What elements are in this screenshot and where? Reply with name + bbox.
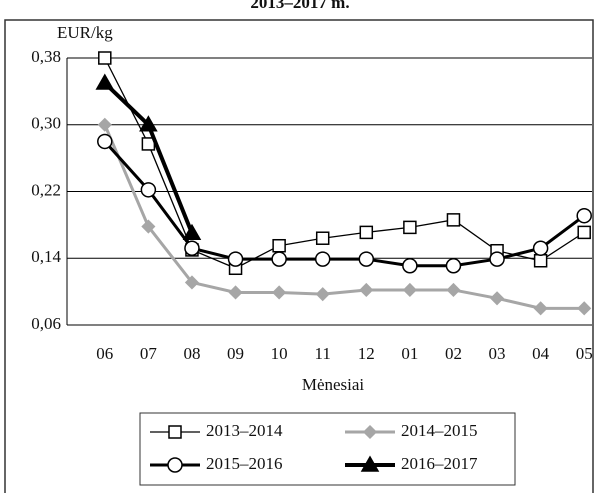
y-tick-label: 0,14 bbox=[31, 247, 61, 266]
marker bbox=[97, 133, 113, 150]
marker bbox=[182, 223, 202, 240]
y-axis-label: EUR/kg bbox=[57, 23, 113, 42]
y-tick-label: 0,22 bbox=[31, 180, 61, 199]
legend-box bbox=[139, 412, 516, 486]
series-line bbox=[104, 57, 585, 269]
marker bbox=[228, 285, 243, 300]
x-tick-label: 04 bbox=[532, 344, 550, 363]
marker bbox=[140, 182, 157, 198]
legend-label: 2014–2015 bbox=[401, 421, 478, 440]
x-tick-label: 01 bbox=[401, 344, 418, 363]
marker bbox=[402, 258, 418, 274]
marker bbox=[359, 282, 374, 298]
x-tick-label: 10 bbox=[271, 344, 288, 363]
marker bbox=[168, 425, 182, 439]
x-tick-label: 12 bbox=[358, 344, 375, 363]
series-line bbox=[103, 140, 586, 268]
marker bbox=[359, 225, 374, 240]
marker bbox=[315, 287, 330, 302]
marker bbox=[167, 457, 183, 473]
marker bbox=[402, 282, 417, 298]
series-line bbox=[103, 124, 585, 310]
marker bbox=[445, 258, 462, 274]
marker bbox=[95, 73, 115, 90]
x-tick-label: 08 bbox=[183, 344, 200, 363]
x-tick-label: 03 bbox=[489, 344, 506, 363]
marker bbox=[141, 219, 156, 234]
marker bbox=[403, 220, 417, 235]
marker bbox=[489, 251, 505, 267]
chart-frame bbox=[4, 19, 594, 493]
x-tick-label: 05 bbox=[576, 344, 593, 363]
marker bbox=[184, 240, 200, 256]
x-tick-label: 07 bbox=[140, 344, 158, 363]
marker bbox=[489, 291, 505, 306]
marker bbox=[271, 251, 287, 267]
x-tick-label: 02 bbox=[445, 344, 462, 363]
marker bbox=[360, 455, 380, 472]
marker bbox=[358, 251, 375, 267]
y-tick-label: 0,06 bbox=[31, 314, 61, 333]
legend-label: 2015–2016 bbox=[206, 454, 283, 473]
marker bbox=[272, 285, 287, 300]
marker bbox=[184, 275, 200, 290]
marker bbox=[446, 282, 461, 298]
marker bbox=[314, 251, 331, 267]
marker bbox=[533, 254, 548, 268]
marker bbox=[362, 424, 378, 440]
x-axis-label: Mėnesiai bbox=[302, 375, 365, 394]
marker bbox=[272, 238, 286, 253]
marker bbox=[532, 240, 549, 256]
marker bbox=[315, 231, 330, 245]
marker bbox=[139, 115, 158, 132]
marker bbox=[98, 51, 112, 65]
chart-title: 2013–2017 m. bbox=[250, 0, 349, 12]
marker bbox=[577, 301, 592, 316]
marker bbox=[533, 301, 548, 316]
marker bbox=[446, 213, 461, 227]
marker bbox=[576, 207, 592, 224]
marker bbox=[577, 225, 591, 240]
x-tick-label: 09 bbox=[227, 344, 244, 363]
legend-label: 2016–2017 bbox=[401, 454, 478, 473]
y-tick-label: 0,30 bbox=[31, 114, 61, 133]
x-tick-label: 06 bbox=[96, 344, 113, 363]
marker bbox=[97, 117, 112, 132]
marker bbox=[227, 251, 244, 267]
y-tick-label: 0,38 bbox=[31, 47, 61, 66]
legend-label: 2013–2014 bbox=[206, 421, 283, 440]
x-tick-label: 11 bbox=[315, 344, 331, 363]
